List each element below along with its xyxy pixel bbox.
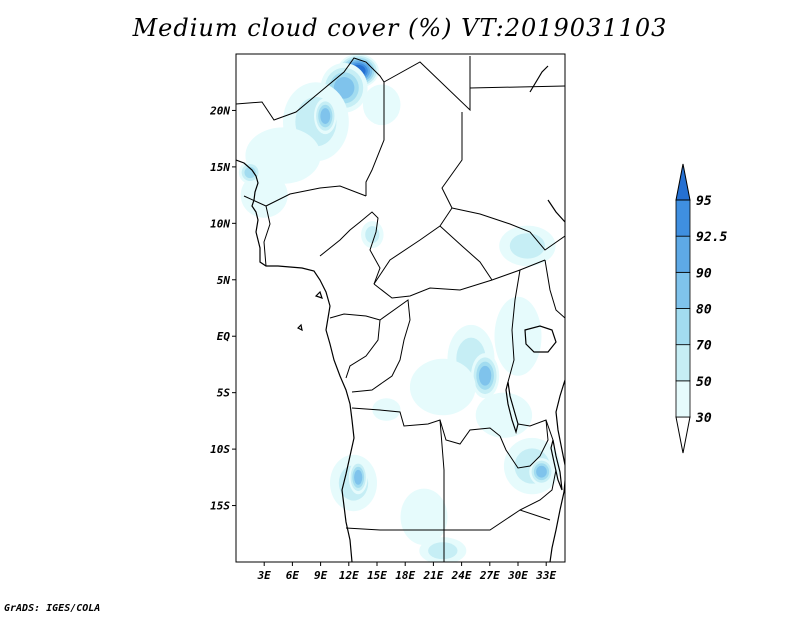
colorbar-label: 30 [695,411,712,426]
cloud-region-6-level-2 [244,166,256,179]
border-egypt-sudan [469,85,565,89]
border-mali-burkina [243,195,271,267]
cloud-region-13-level-0 [494,296,542,376]
lon-tick-label: 33E [535,569,556,582]
border-drc-uganda [507,269,521,383]
cloud-region-18-level-3 [354,469,363,485]
cloud-region-12-level-0 [409,358,476,416]
longitude-axis: 3E 6E 9E 12E 15E 18E 21E 24E 27E 30E 33E [257,562,557,582]
map-frame [235,53,566,563]
border-nigeria-cameroon [319,211,381,285]
colorbar-segment [675,308,691,346]
border-congo-drc [351,299,411,393]
lon-tick-label: 9E [314,569,328,582]
border-gabon-congo [329,313,381,379]
cloud-region-21-level-0 [372,398,401,421]
cloud-region-1-level-3 [333,77,355,99]
map-title: Medium cloud cover (%) VT:2019031103 [132,14,668,42]
cloud-region-19-level-0 [400,488,448,546]
cloud-region-4-level-0 [245,127,321,184]
border-niger-nigeria [265,185,367,207]
cloud-region-11-level-3 [478,365,492,386]
colorbar-label: 70 [696,339,712,354]
border-libya-chad [383,56,471,112]
border-drc-zambia [499,419,549,469]
border-car-drc [373,259,546,299]
border-algeria-niger [236,57,385,121]
east-africa-coastline [549,379,565,562]
colorbar-segment [675,199,691,237]
lon-tick-label: 21E [422,569,443,582]
lon-tick-label: 15E [367,569,387,582]
cloud-region-3-level-3 [320,108,331,124]
colorbar-label: 50 [696,375,712,390]
country-borders [236,56,565,562]
cloud-region-8-level-1 [365,226,380,244]
lat-tick-label: 5N [217,274,231,287]
cloud-region-20-level-1 [428,542,458,560]
sao-tome-island [296,323,303,332]
lake-malawi [550,439,563,491]
colorbar-above-triangle [675,163,691,201]
border-chad-sudan [439,112,463,227]
colorbar-segment [675,344,691,382]
cloud-region-16-level-3 [536,465,547,478]
colorbar-label: 95 [696,194,712,209]
colorbar: 30 50 70 80 90 92.5 95 [675,163,727,454]
cloud-cover-shading [238,54,561,562]
lat-tick-label: 15S [210,500,230,513]
lon-tick-label: 6E [286,569,300,582]
border-tanzania-zambia [517,419,554,441]
bioko-island [314,290,323,299]
lat-tick-label: EQ [217,330,231,343]
border-mozambique-zimbabwe [519,469,557,511]
lat-tick-label: 15N [210,161,230,174]
border-angola-zambia [439,419,551,531]
lon-tick-label: 27E [479,569,500,582]
lat-tick-label: 20N [209,104,230,117]
lat-tick-label: 10N [210,217,230,230]
colorbar-label: 92.5 [696,230,727,245]
lon-tick-label: 30E [507,569,528,582]
colorbar-label: 80 [696,303,712,318]
red-sea-coast [529,65,565,223]
border-sudan-southsudan [451,207,565,251]
lon-tick-label: 18E [395,569,415,582]
lon-tick-label: 3E [257,569,272,582]
lon-tick-label: 24E [451,569,472,582]
cloud-region-14-level-0 [475,392,533,438]
grads-credit: GrADS: IGES/COLA [4,603,101,614]
cloud-region-7-level-0 [362,84,401,126]
cloud-region-9-level-1 [509,233,546,259]
border-niger-chad [365,82,385,196]
lat-tick-label: 10S [210,443,230,456]
lake-tanganyika [505,381,519,435]
latitude-axis: 20N 15N 10N 5N EQ 5S 10S 15S [209,104,236,513]
colorbar-below-triangle [675,416,691,454]
colorbar-segment [675,271,691,309]
border-uganda-kenya [544,259,565,319]
lon-tick-label: 12E [339,569,359,582]
colorbar-segment [675,380,691,418]
colorbar-label: 90 [696,266,712,281]
lake-victoria [524,325,557,353]
lat-tick-label: 5S [217,387,231,400]
colorbar-segment [675,235,691,273]
border-cameroon-car [373,225,493,285]
border-angola-namibia [345,527,444,531]
